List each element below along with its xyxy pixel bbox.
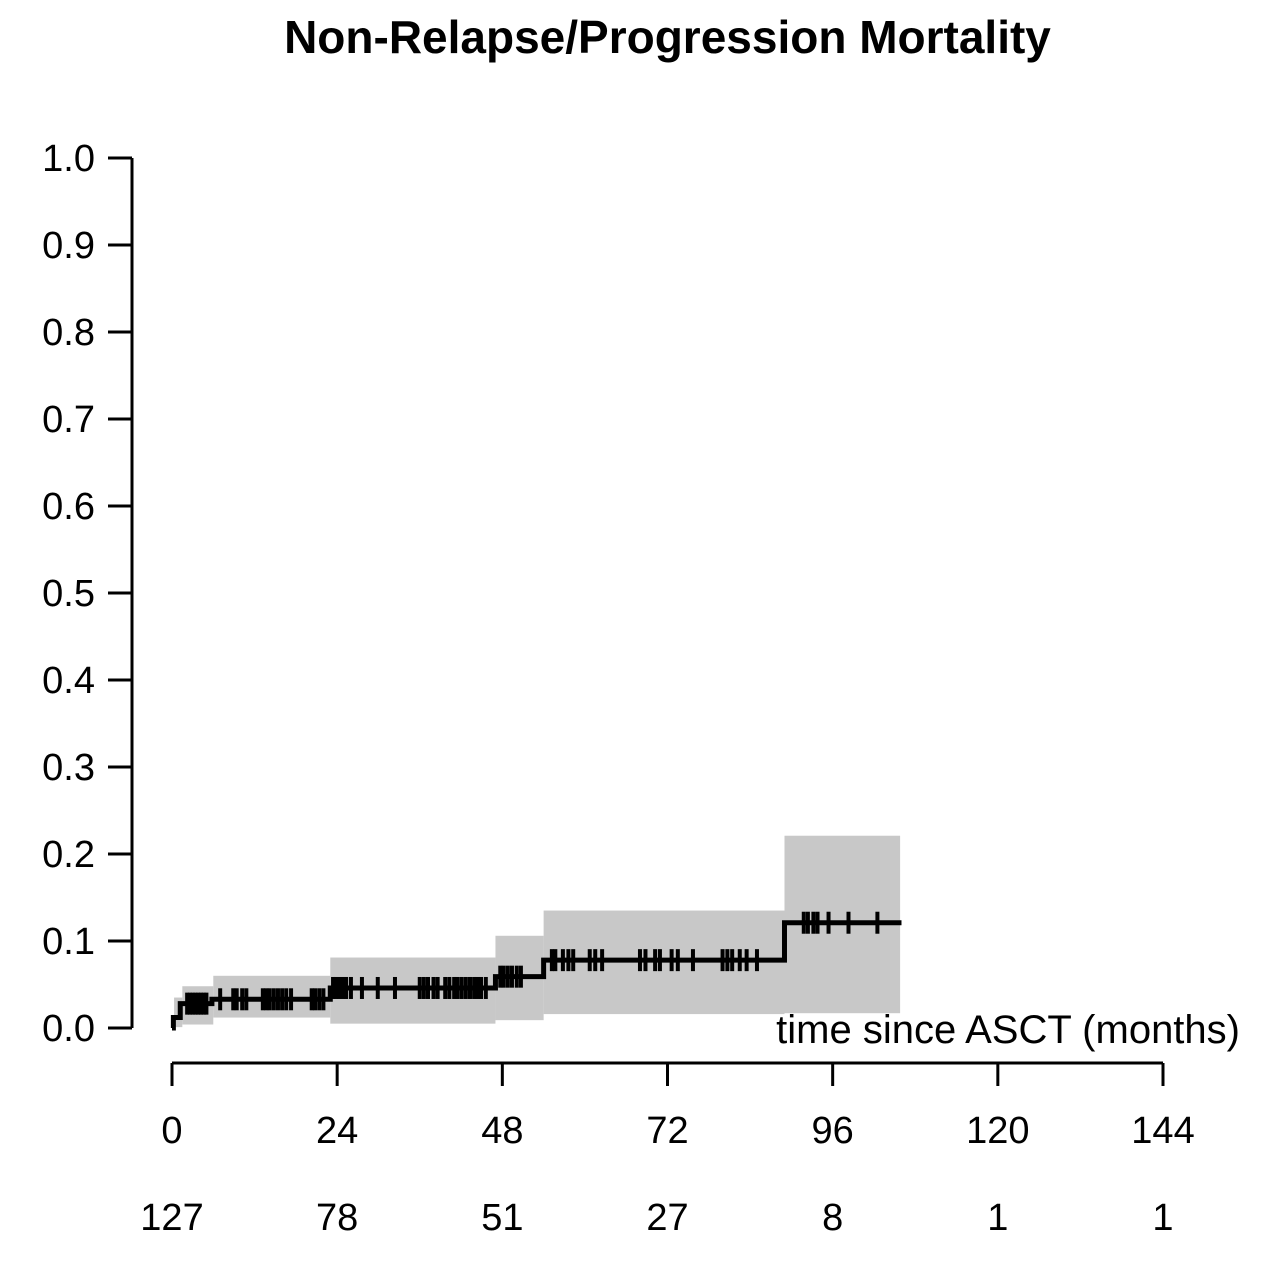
- cumulative-incidence-curve: [170, 920, 902, 1031]
- x-tick-label: 24: [316, 1110, 358, 1152]
- x-tick-label: 96: [812, 1110, 854, 1152]
- x-tick-label: 48: [481, 1110, 523, 1152]
- x-tick-label: 144: [1131, 1110, 1194, 1152]
- at-risk-count: 27: [646, 1197, 688, 1239]
- at-risk-count: 8: [822, 1197, 843, 1239]
- y-tick-label: 1.0: [42, 138, 95, 180]
- y-tick-label: 0.2: [42, 834, 95, 876]
- at-risk-count: 127: [140, 1197, 203, 1239]
- y-tick-label: 0.9: [42, 225, 95, 267]
- x-tick-label: 120: [966, 1110, 1029, 1152]
- at-risk-count: 1: [987, 1197, 1008, 1239]
- at-risk-count: 1: [1152, 1197, 1173, 1239]
- y-tick-label: 0.0: [42, 1008, 95, 1050]
- y-tick-label: 0.6: [42, 486, 95, 528]
- x-tick-label: 72: [646, 1110, 688, 1152]
- y-tick-label: 0.1: [42, 921, 95, 963]
- y-tick-label: 0.7: [42, 399, 95, 441]
- chart-title: Non-Relapse/Progression Mortality: [284, 11, 1051, 63]
- confidence-band-segment: [330, 957, 496, 1024]
- y-tick-label: 0.3: [42, 747, 95, 789]
- at-risk-count: 51: [481, 1197, 523, 1239]
- y-tick-label: 0.5: [42, 573, 95, 615]
- y-tick-label: 0.4: [42, 660, 95, 702]
- at-risk-count: 78: [316, 1197, 358, 1239]
- y-tick-label: 0.8: [42, 312, 95, 354]
- x-axis-caption: time since ASCT (months): [776, 1008, 1240, 1052]
- x-tick-label: 0: [161, 1110, 182, 1152]
